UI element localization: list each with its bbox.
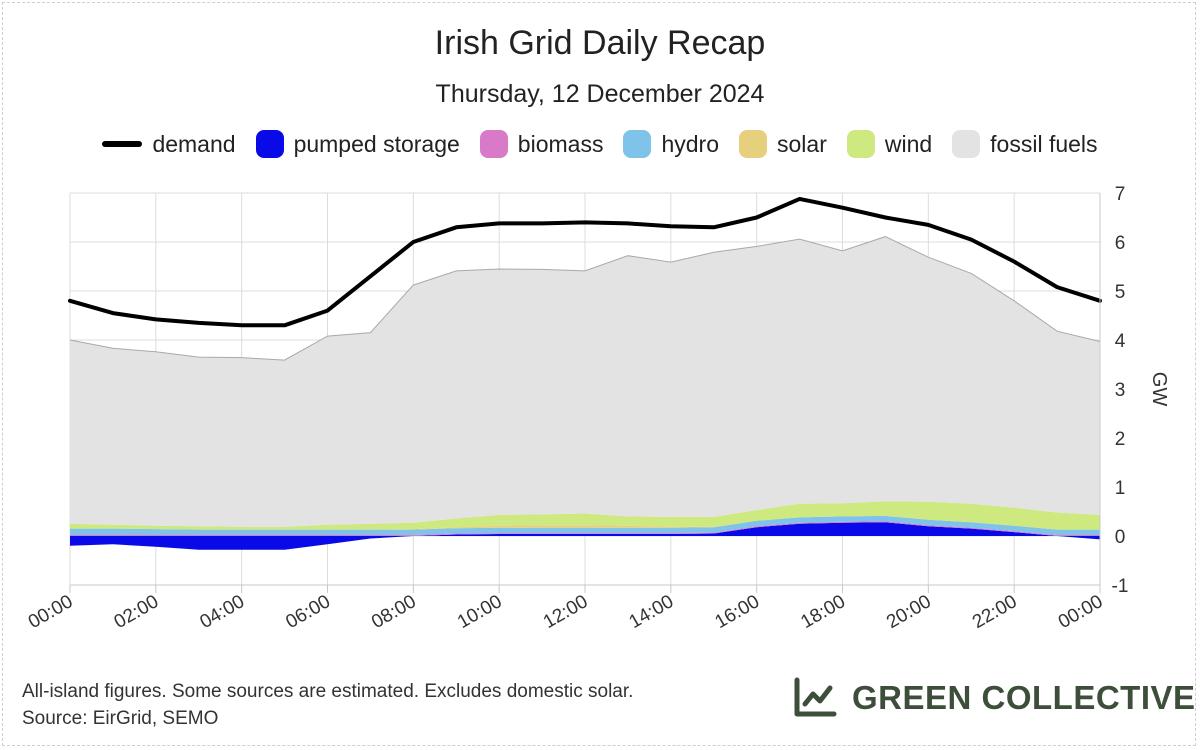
legend-item-solar[interactable]: solar <box>739 130 827 158</box>
brand-name: GREEN COLLECTIVE <box>852 679 1196 716</box>
legend-label-solar: solar <box>777 130 827 157</box>
x-tick-label: 18:00 <box>797 591 849 633</box>
chart-title: Irish Grid Daily Recap <box>434 24 766 62</box>
y-tick-label: 4 <box>1115 331 1126 352</box>
legend-label-wind: wind <box>884 130 933 157</box>
legend-item-fossil-fuels[interactable]: fossil fuels <box>952 130 1098 158</box>
legend-swatch-biomass <box>479 130 508 158</box>
y-tick-label: 5 <box>1115 282 1126 303</box>
area-fossil-fuels <box>70 236 1100 527</box>
trend-chart-icon <box>794 677 837 717</box>
y-tick-label: 6 <box>1115 233 1126 254</box>
legend-swatch-hydro <box>623 130 652 158</box>
legend-swatch-pumped-storage <box>255 130 284 158</box>
x-tick-label: 06:00 <box>282 591 334 633</box>
x-tick-label: 00:00 <box>25 591 77 633</box>
legend-item-wind[interactable]: wind <box>846 130 933 158</box>
y-tick-label: -1 <box>1112 576 1129 597</box>
legend-label-demand: demand <box>152 130 236 157</box>
y-axis-label: GW <box>1148 372 1170 407</box>
legend-swatch-fossil-fuels <box>952 130 981 158</box>
x-tick-label: 16:00 <box>711 591 763 633</box>
legend-swatch-wind <box>846 130 875 158</box>
chart-areas <box>69 236 1101 550</box>
legend-label-pumped-storage: pumped storage <box>293 130 460 157</box>
area-hydro <box>70 515 1100 535</box>
brand-logo: GREEN COLLECTIVE <box>792 676 1196 720</box>
legend-label-fossil-fuels: fossil fuels <box>990 130 1098 157</box>
y-tick-label: 1 <box>1115 478 1126 499</box>
x-tick-label: 00:00 <box>1055 591 1107 633</box>
y-tick-label: 0 <box>1115 527 1126 548</box>
demand-line <box>68 196 1102 328</box>
x-tick-label: 04:00 <box>196 591 248 633</box>
fossil-fuels-edge <box>69 236 1101 361</box>
area-pumped-storage <box>70 522 1100 550</box>
x-tick-label: 02:00 <box>111 591 163 633</box>
x-tick-label: 12:00 <box>540 591 592 633</box>
x-tick-label: 22:00 <box>969 591 1021 633</box>
area-wind <box>70 501 1100 530</box>
footnote: All-island figures. Some sources are est… <box>22 678 633 732</box>
legend-swatch-solar <box>739 130 767 158</box>
legend-swatch-demand <box>102 141 143 147</box>
footnote-note: All-island figures. Some sources are est… <box>22 681 634 702</box>
x-tick-label: 20:00 <box>883 591 935 633</box>
legend-item-biomass[interactable]: biomass <box>479 130 604 158</box>
legend-label-biomass: biomass <box>517 130 604 157</box>
footnote-source: Source: EirGrid, SEMO <box>22 708 219 729</box>
y-tick-label: 7 <box>1115 184 1126 205</box>
legend-item-pumped-storage[interactable]: pumped storage <box>255 130 460 158</box>
y-tick-label: 3 <box>1115 380 1126 401</box>
x-tick-label: 08:00 <box>368 591 420 633</box>
legend: demand pumped storage biomass hydro sola… <box>0 130 1200 158</box>
area-solar <box>70 515 1100 530</box>
x-tick-label: 10:00 <box>454 591 506 633</box>
chart-demand-line <box>68 196 1102 328</box>
legend-item-demand[interactable]: demand <box>102 130 236 158</box>
legend-item-hydro[interactable]: hydro <box>623 130 719 158</box>
chart-subtitle: Thursday, 12 December 2024 <box>435 80 765 108</box>
x-tick-label: 14:00 <box>626 591 678 633</box>
legend-label-hydro: hydro <box>661 130 719 157</box>
y-tick-label: 2 <box>1115 429 1126 450</box>
